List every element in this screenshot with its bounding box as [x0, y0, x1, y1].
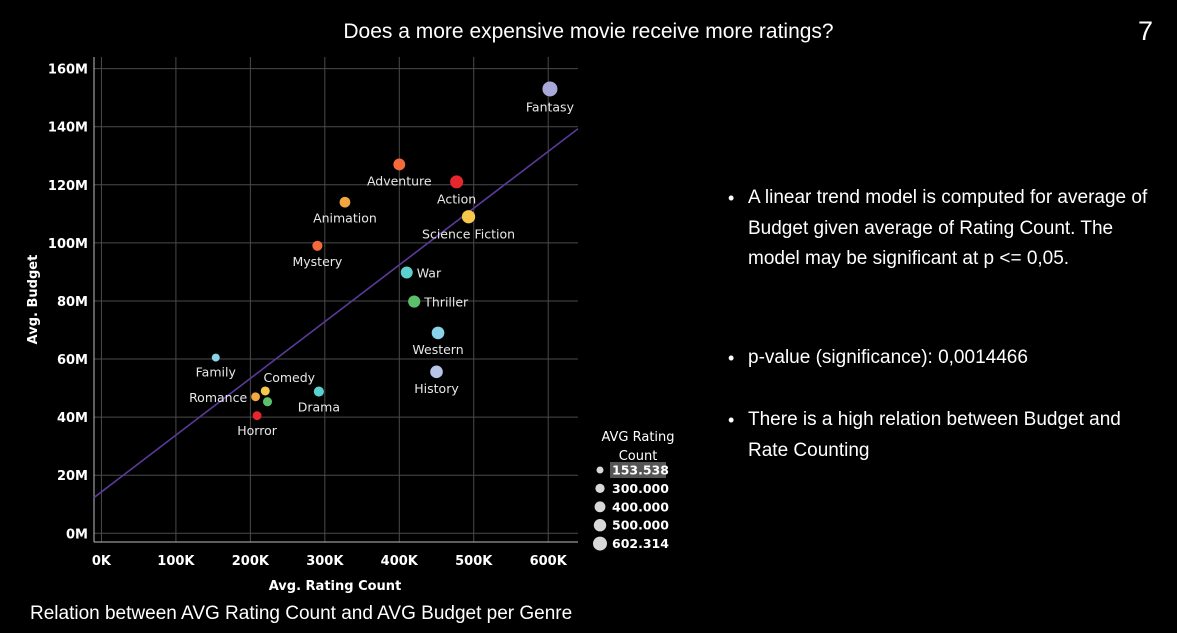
x-tick-label: 300K [306, 554, 344, 569]
label-horror: Horror [237, 423, 277, 438]
y-tick-label: 140M [48, 121, 88, 136]
point-action [450, 175, 464, 189]
point-thriller [408, 295, 421, 308]
slide-title: Does a more expensive movie receive more… [343, 20, 834, 43]
x-tick-label: 400K [381, 554, 419, 569]
note-p-value: p-value (significance): 0,0014466 [728, 343, 1028, 374]
x-tick-label: 200K [232, 554, 270, 569]
y-tick-label: 60M [57, 353, 88, 368]
label-adventure: Adventure [367, 173, 432, 188]
size-legend-label: 500.000 [612, 518, 669, 533]
label-mystery: Mystery [292, 254, 342, 269]
point-fantasy [542, 81, 558, 97]
label-family: Family [196, 365, 237, 380]
point-drama [313, 386, 324, 397]
point-science-fiction [461, 210, 476, 224]
point-horror [252, 411, 262, 421]
y-axis-title: Avg. Budget [26, 255, 41, 345]
note-relation: There is a high relation between Budget … [728, 405, 1148, 466]
y-tick-label: 20M [57, 469, 88, 484]
label-war: War [417, 265, 442, 280]
size-legend-title: Count [619, 449, 658, 464]
point-adventure [393, 158, 406, 171]
label-science-fiction: Science Fiction [422, 226, 515, 241]
y-tick-label: 40M [57, 411, 88, 426]
y-tick-label: 80M [57, 295, 88, 310]
label-action: Action [437, 191, 476, 206]
x-axis-title: Avg. Rating Count [269, 579, 402, 594]
label-comedy: Comedy [263, 370, 315, 385]
label-animation: Animation [313, 211, 377, 226]
size-legend-marker [593, 536, 607, 551]
size-legend-label: 153.538 [612, 463, 669, 478]
label-history: History [414, 381, 459, 396]
x-tick-label: 0K [92, 554, 112, 569]
trend-layer [93, 128, 579, 499]
x-tick-label: 100K [157, 554, 195, 569]
y-tick-label: 120M [48, 179, 88, 194]
label-drama: Drama [298, 400, 340, 415]
size-legend-marker [595, 483, 605, 494]
x-tick-label: 600K [530, 554, 568, 569]
chart-grid [94, 57, 578, 542]
size-legend-label: 400.000 [612, 499, 669, 514]
size-legend-highlight [610, 462, 666, 478]
size-legend-title: AVG Rating [601, 430, 674, 445]
x-tick-label: 500K [455, 554, 493, 569]
data-points: Fantasy Adventure Action Animation Science F… [189, 81, 575, 438]
point-romance [251, 392, 260, 402]
chart-caption: Relation between AVG Rating Count and AV… [30, 603, 573, 624]
label-thriller: Thriller [423, 295, 469, 310]
size-legend-marker [594, 501, 606, 513]
y-tick-label: 0M [66, 527, 88, 542]
y-tick-label: 100M [48, 237, 88, 252]
size-legend-marker [593, 518, 607, 532]
chart-axes: 0K 100K 200K 300K 400K 500K 600K 0M 20M 40M 60M 80M… [26, 57, 578, 594]
trend-line [93, 128, 579, 499]
point-western [431, 326, 445, 340]
size-legend-label: 602.314 [612, 536, 669, 551]
slide-number: 7 [1137, 16, 1153, 46]
point-history [430, 365, 443, 379]
size-legend-label: 300.000 [612, 481, 669, 496]
y-tick-label: 160M [48, 63, 88, 78]
size-legend-marker [596, 466, 604, 474]
point-war [400, 266, 413, 279]
point-comedy [260, 386, 270, 396]
label-western: Western [412, 342, 463, 357]
note-linear-trend: A linear trend model is computed for ave… [728, 183, 1148, 275]
label-fantasy: Fantasy [526, 99, 575, 114]
point-family [211, 353, 220, 362]
point-animation [339, 196, 351, 208]
point-mystery [312, 240, 323, 251]
point-unlabeled [262, 397, 273, 407]
notes-list: A linear trend model is computed for ave… [728, 183, 1148, 461]
label-romance: Romance [189, 390, 247, 405]
